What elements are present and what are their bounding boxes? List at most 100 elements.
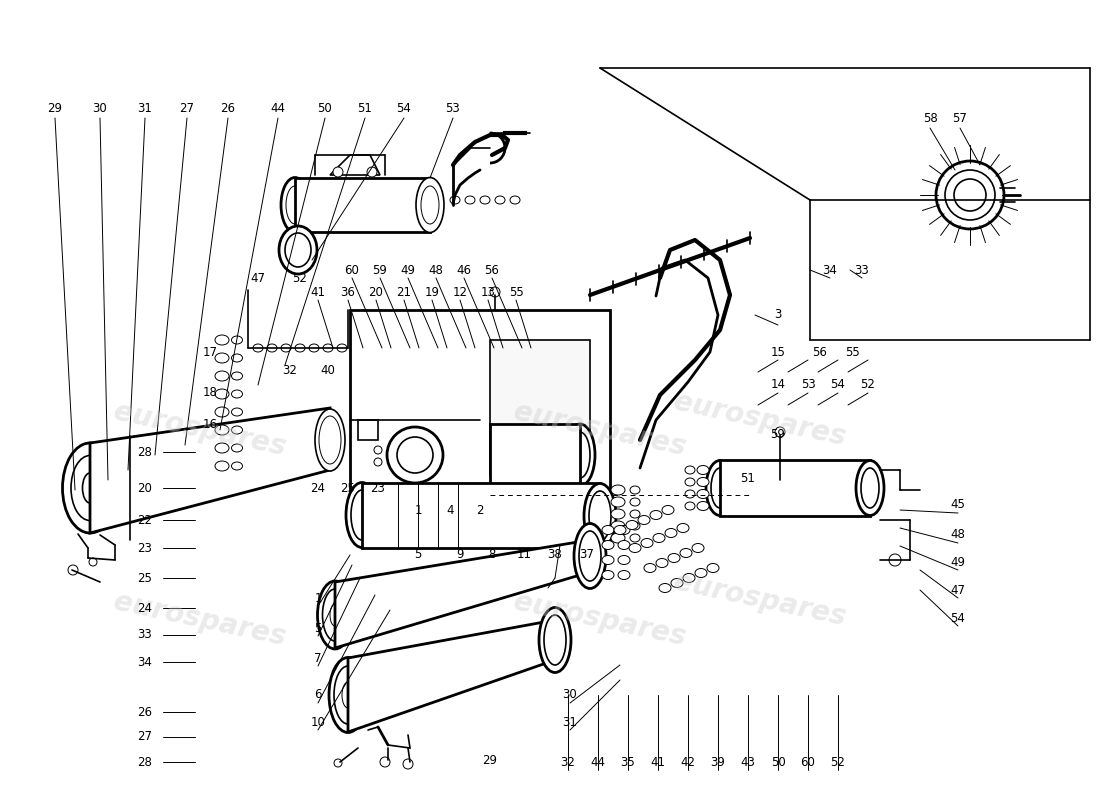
Text: 43: 43 (740, 755, 756, 769)
Ellipse shape (588, 491, 610, 541)
Text: 53: 53 (801, 378, 815, 391)
Text: 26: 26 (220, 102, 235, 114)
Ellipse shape (63, 443, 118, 533)
Ellipse shape (231, 372, 242, 380)
Ellipse shape (214, 461, 229, 471)
Ellipse shape (253, 344, 263, 352)
Text: 13: 13 (481, 286, 495, 298)
Ellipse shape (231, 408, 242, 416)
Ellipse shape (267, 344, 277, 352)
Ellipse shape (323, 344, 333, 352)
Ellipse shape (666, 529, 676, 538)
Ellipse shape (495, 196, 505, 204)
Text: 31: 31 (138, 102, 153, 114)
Ellipse shape (630, 486, 640, 494)
Ellipse shape (695, 569, 707, 578)
Ellipse shape (697, 478, 710, 486)
Text: 9: 9 (456, 549, 464, 562)
Text: 44: 44 (271, 102, 286, 114)
Ellipse shape (610, 497, 625, 507)
Text: 24: 24 (138, 602, 153, 614)
Text: eurospares: eurospares (671, 568, 849, 632)
Ellipse shape (685, 502, 695, 510)
Circle shape (403, 759, 412, 769)
Ellipse shape (322, 589, 348, 641)
Text: 48: 48 (429, 263, 443, 277)
Text: 59: 59 (373, 263, 387, 277)
Polygon shape (490, 340, 590, 475)
Ellipse shape (602, 555, 614, 565)
Text: 18: 18 (202, 386, 218, 398)
Text: 49: 49 (950, 555, 966, 569)
Ellipse shape (610, 521, 625, 531)
Text: 16: 16 (202, 418, 218, 431)
Ellipse shape (671, 578, 683, 587)
Ellipse shape (683, 574, 695, 582)
Text: 51: 51 (740, 471, 756, 485)
Polygon shape (720, 460, 870, 516)
Ellipse shape (662, 506, 674, 514)
Polygon shape (358, 420, 378, 440)
Circle shape (889, 554, 901, 566)
Circle shape (367, 167, 377, 177)
Text: 12: 12 (452, 286, 468, 298)
Text: 33: 33 (855, 263, 869, 277)
Ellipse shape (618, 541, 630, 550)
Ellipse shape (653, 534, 666, 542)
Text: 10: 10 (310, 715, 326, 729)
Ellipse shape (610, 533, 625, 543)
Text: 44: 44 (591, 755, 605, 769)
Ellipse shape (450, 196, 460, 204)
Text: 22: 22 (138, 514, 153, 526)
Ellipse shape (342, 682, 354, 708)
Circle shape (490, 287, 500, 297)
Ellipse shape (650, 510, 662, 519)
Ellipse shape (309, 344, 319, 352)
Ellipse shape (231, 390, 242, 398)
Text: 5: 5 (315, 622, 321, 634)
Ellipse shape (707, 563, 719, 573)
Ellipse shape (574, 523, 606, 589)
Text: 36: 36 (341, 286, 355, 298)
Text: 50: 50 (318, 102, 332, 114)
Ellipse shape (280, 178, 309, 233)
Text: 40: 40 (320, 363, 336, 377)
Polygon shape (336, 540, 590, 648)
Ellipse shape (214, 389, 229, 399)
Ellipse shape (680, 549, 692, 558)
Text: 11: 11 (517, 549, 531, 562)
Text: 32: 32 (561, 755, 575, 769)
Text: 2: 2 (476, 503, 484, 517)
Text: eurospares: eurospares (111, 398, 288, 462)
Ellipse shape (630, 510, 640, 518)
Ellipse shape (618, 555, 630, 565)
Ellipse shape (610, 485, 625, 495)
Text: eurospares: eurospares (671, 388, 849, 452)
Ellipse shape (936, 161, 1004, 229)
Text: 55: 55 (845, 346, 859, 358)
Ellipse shape (685, 466, 695, 474)
Text: 23: 23 (371, 482, 385, 494)
Circle shape (334, 759, 342, 767)
Ellipse shape (630, 498, 640, 506)
Ellipse shape (641, 538, 653, 547)
Text: 42: 42 (681, 755, 695, 769)
Ellipse shape (565, 424, 595, 486)
Ellipse shape (629, 543, 641, 553)
Ellipse shape (510, 196, 520, 204)
Text: 41: 41 (650, 755, 666, 769)
Text: 29: 29 (483, 754, 497, 766)
Ellipse shape (692, 543, 704, 553)
Ellipse shape (659, 583, 671, 593)
Ellipse shape (676, 523, 689, 533)
Ellipse shape (214, 335, 229, 345)
Text: 20: 20 (138, 482, 153, 494)
Ellipse shape (329, 658, 367, 733)
Ellipse shape (638, 515, 650, 525)
Circle shape (776, 427, 785, 437)
Text: 30: 30 (92, 102, 108, 114)
Text: 15: 15 (771, 346, 785, 358)
Text: 24: 24 (310, 482, 326, 494)
Text: eurospares: eurospares (512, 398, 689, 462)
Text: 37: 37 (580, 549, 594, 562)
